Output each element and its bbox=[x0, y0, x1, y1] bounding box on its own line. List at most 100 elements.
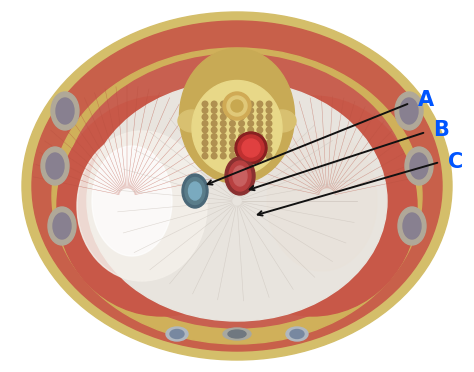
Circle shape bbox=[220, 114, 226, 120]
Text: A: A bbox=[418, 90, 434, 110]
Ellipse shape bbox=[170, 330, 184, 339]
Circle shape bbox=[257, 121, 263, 126]
Circle shape bbox=[231, 100, 243, 112]
Circle shape bbox=[202, 114, 208, 120]
Ellipse shape bbox=[290, 330, 304, 339]
Circle shape bbox=[248, 140, 254, 146]
Circle shape bbox=[266, 134, 272, 139]
Circle shape bbox=[239, 101, 245, 107]
Circle shape bbox=[211, 140, 217, 146]
Ellipse shape bbox=[189, 182, 201, 200]
Circle shape bbox=[239, 127, 245, 133]
Circle shape bbox=[220, 153, 226, 159]
Circle shape bbox=[211, 101, 217, 107]
Ellipse shape bbox=[178, 110, 206, 132]
Circle shape bbox=[248, 134, 254, 139]
Ellipse shape bbox=[267, 131, 377, 271]
Circle shape bbox=[248, 127, 254, 133]
Circle shape bbox=[211, 134, 217, 139]
Circle shape bbox=[220, 101, 226, 107]
Circle shape bbox=[257, 114, 263, 120]
Circle shape bbox=[220, 127, 226, 133]
Circle shape bbox=[229, 147, 235, 152]
Circle shape bbox=[220, 108, 226, 113]
Circle shape bbox=[239, 114, 245, 120]
Circle shape bbox=[202, 108, 208, 113]
Circle shape bbox=[220, 121, 226, 126]
Circle shape bbox=[229, 127, 235, 133]
Circle shape bbox=[211, 153, 217, 159]
Circle shape bbox=[211, 108, 217, 113]
Circle shape bbox=[229, 153, 235, 159]
Circle shape bbox=[266, 127, 272, 133]
Circle shape bbox=[266, 121, 272, 126]
Circle shape bbox=[257, 153, 263, 159]
Circle shape bbox=[257, 101, 263, 107]
Circle shape bbox=[211, 121, 217, 126]
Circle shape bbox=[239, 108, 245, 113]
Circle shape bbox=[257, 108, 263, 113]
Ellipse shape bbox=[17, 6, 457, 366]
Circle shape bbox=[220, 147, 226, 152]
Circle shape bbox=[238, 135, 264, 161]
Ellipse shape bbox=[395, 92, 423, 130]
Ellipse shape bbox=[182, 174, 208, 208]
Ellipse shape bbox=[53, 213, 71, 239]
Ellipse shape bbox=[410, 153, 428, 179]
Ellipse shape bbox=[403, 213, 421, 239]
Circle shape bbox=[239, 147, 245, 152]
Circle shape bbox=[266, 101, 272, 107]
Ellipse shape bbox=[398, 207, 426, 245]
Circle shape bbox=[266, 114, 272, 120]
Ellipse shape bbox=[400, 98, 418, 124]
Circle shape bbox=[202, 134, 208, 139]
Circle shape bbox=[229, 134, 235, 139]
Circle shape bbox=[220, 140, 226, 146]
Circle shape bbox=[257, 147, 263, 152]
Circle shape bbox=[202, 140, 208, 146]
Circle shape bbox=[266, 108, 272, 113]
Ellipse shape bbox=[64, 54, 410, 328]
Circle shape bbox=[223, 92, 251, 120]
Ellipse shape bbox=[57, 96, 267, 316]
Circle shape bbox=[211, 127, 217, 133]
Ellipse shape bbox=[180, 48, 294, 183]
Ellipse shape bbox=[185, 177, 205, 205]
Ellipse shape bbox=[286, 327, 308, 341]
Ellipse shape bbox=[228, 330, 246, 338]
Ellipse shape bbox=[192, 80, 282, 176]
Circle shape bbox=[239, 134, 245, 139]
Circle shape bbox=[248, 147, 254, 152]
Text: B: B bbox=[433, 120, 449, 140]
Circle shape bbox=[248, 101, 254, 107]
Circle shape bbox=[229, 101, 235, 107]
Circle shape bbox=[202, 121, 208, 126]
Ellipse shape bbox=[51, 92, 79, 130]
Circle shape bbox=[248, 114, 254, 120]
Ellipse shape bbox=[229, 161, 251, 191]
Ellipse shape bbox=[92, 146, 172, 256]
Circle shape bbox=[229, 140, 235, 146]
Circle shape bbox=[239, 121, 245, 126]
Circle shape bbox=[248, 121, 254, 126]
Ellipse shape bbox=[233, 166, 247, 186]
Ellipse shape bbox=[22, 12, 452, 360]
Ellipse shape bbox=[48, 207, 76, 245]
Ellipse shape bbox=[166, 327, 188, 341]
Circle shape bbox=[229, 121, 235, 126]
Circle shape bbox=[202, 147, 208, 152]
Circle shape bbox=[248, 153, 254, 159]
Circle shape bbox=[235, 132, 267, 164]
Circle shape bbox=[229, 108, 235, 113]
Circle shape bbox=[248, 108, 254, 113]
Circle shape bbox=[202, 153, 208, 159]
Circle shape bbox=[202, 101, 208, 107]
Circle shape bbox=[202, 127, 208, 133]
Circle shape bbox=[211, 114, 217, 120]
Ellipse shape bbox=[207, 96, 417, 316]
Circle shape bbox=[242, 139, 260, 157]
Ellipse shape bbox=[87, 81, 387, 321]
Circle shape bbox=[220, 134, 226, 139]
Circle shape bbox=[266, 140, 272, 146]
Circle shape bbox=[257, 134, 263, 139]
